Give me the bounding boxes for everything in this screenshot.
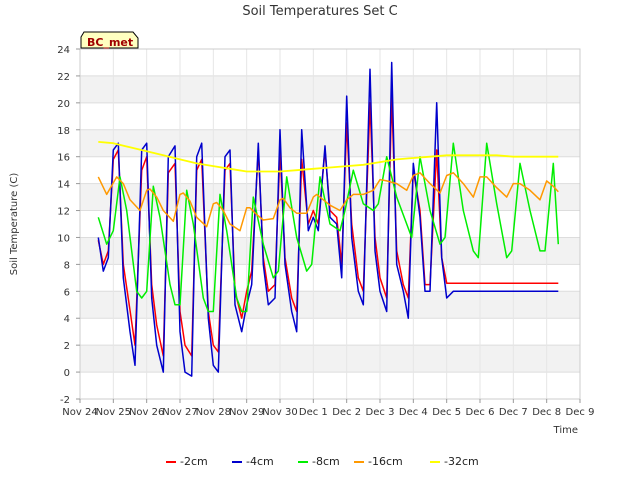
series-line-16cm [97, 172, 559, 232]
legend-label: -4cm [246, 455, 274, 468]
plot-band [80, 75, 580, 103]
station-tag-box [80, 31, 139, 49]
station-tag: BC_met [80, 31, 139, 49]
plot-band [80, 345, 580, 373]
x-tick-label: Dec 4 [399, 407, 428, 418]
station-tag-label: BC_met [87, 36, 133, 49]
y-tick-label: 16 [57, 153, 70, 164]
x-tick-label: Nov 24 [62, 407, 97, 418]
y-tick-label: 18 [57, 126, 70, 137]
plot-band [80, 291, 580, 319]
y-tick-label: 10 [57, 233, 70, 244]
x-tick-label: Nov 26 [129, 407, 164, 418]
x-tick-label: Nov 28 [196, 407, 231, 418]
x-tick-label: Nov 27 [162, 407, 197, 418]
series-lines [97, 61, 560, 377]
y-axis-label: Soil Temperature (C) [9, 173, 20, 276]
series-line-32cm [98, 141, 559, 173]
y-tick-label: 14 [57, 180, 70, 191]
x-tick-label: Nov 25 [96, 407, 131, 418]
x-tick-label: Nov 29 [229, 407, 264, 418]
legend-label: -16cm [368, 455, 403, 468]
x-tick-label: Dec 8 [532, 407, 561, 418]
series-line-4cm [97, 61, 559, 377]
y-tick-label: 4 [64, 314, 70, 325]
legend-label: -8cm [312, 455, 340, 468]
chart-title: Soil Temperatures Set C [242, 4, 397, 19]
plot-band [80, 129, 580, 157]
y-tick-label: 6 [64, 287, 70, 298]
y-tick-label: 12 [57, 207, 70, 218]
series-line-8cm [97, 142, 560, 313]
y-tick-label: 8 [64, 260, 70, 271]
x-tick-label: Dec 6 [466, 407, 495, 418]
plot-frame [79, 48, 581, 400]
x-tick-label: Dec 2 [332, 407, 361, 418]
y-tick-label: 0 [64, 368, 70, 379]
y-tick-label: 24 [57, 45, 70, 56]
x-tick-label: Dec 3 [366, 407, 395, 418]
legend-label: -32cm [444, 455, 479, 468]
x-tick-label: Nov 30 [262, 407, 297, 418]
x-tick-label: Dec 5 [432, 407, 461, 418]
x-tick-label: Dec 7 [499, 407, 528, 418]
x-tick-label: Dec 9 [566, 407, 595, 418]
y-tick-label: -2 [60, 395, 70, 406]
legend: -2cm -4cm -8cm -16cm -32cm [166, 455, 479, 468]
x-axis-label: Time [553, 425, 578, 436]
legend-label: -2cm [180, 455, 208, 468]
y-tick-label: 20 [57, 99, 70, 110]
y-tick-label: 22 [57, 72, 70, 83]
y-tick-label: 2 [64, 341, 70, 352]
x-tick-label: Dec 1 [299, 407, 328, 418]
